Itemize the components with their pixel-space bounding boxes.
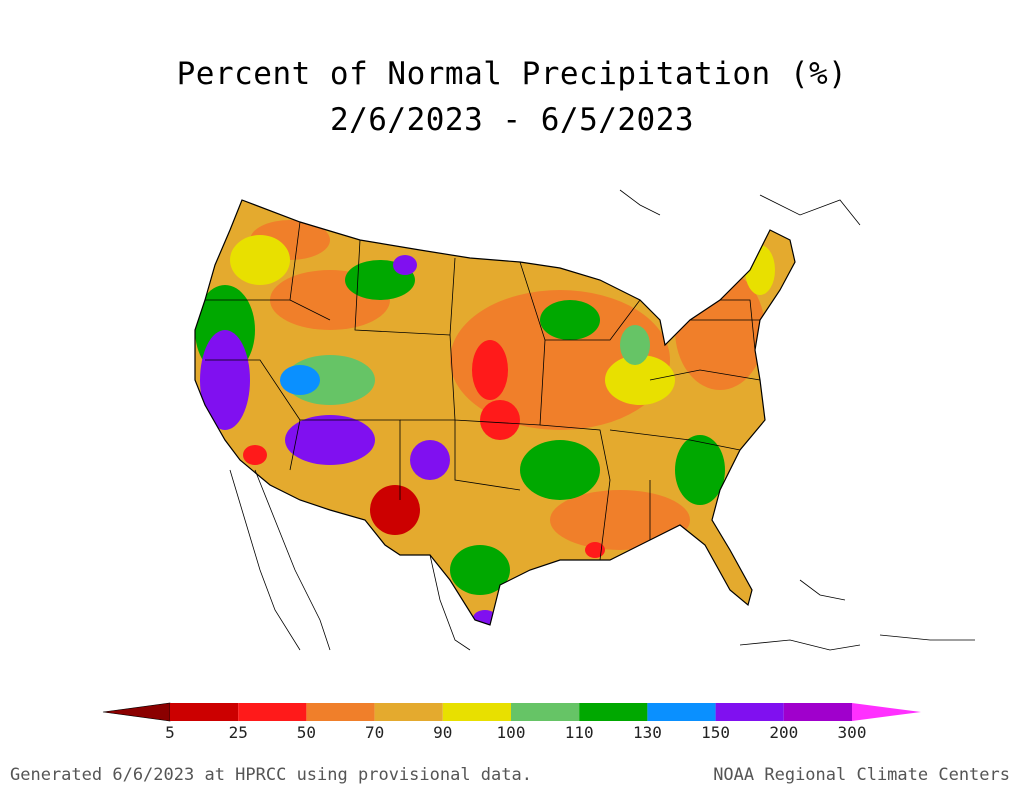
legend-swatch [647,703,716,721]
legend-arrow-low [102,702,171,722]
arizona-very-wet-region [285,415,375,465]
legend-arrow-high [852,703,921,721]
hispaniola-coastline [879,634,975,641]
new-england-border [720,299,756,351]
legend-tick-label: 50 [297,723,316,742]
louisiana-dry-region [585,542,605,558]
canada-coastline [619,189,661,216]
michigan-wet-region [620,325,650,365]
nevada-very-wet-region [280,365,320,395]
mexico-gulf-coastline [429,554,471,651]
maritimes-coastline [759,194,861,226]
tennessee-border [609,429,741,451]
legend-swatch [783,703,852,721]
bahamas-coastline [799,579,846,601]
wisconsin-wet-region [540,300,600,340]
texas-panhandle-border [400,419,521,491]
socal-dry-region [243,445,267,465]
map-title: Percent of Normal Precipitation (%) [176,56,848,92]
legend-swatch [306,703,375,721]
oklahoma-very-wet-region [410,440,450,480]
legend-swatch [170,703,239,721]
cuba-coastline [739,639,861,651]
legend-tick-label: 200 [769,723,798,742]
baja-coastline [229,469,301,651]
legend-swatch [715,703,784,721]
washington-normal-region [230,235,290,285]
neighbor-coastlines [229,189,975,651]
legend-tick-label: 130 [633,723,662,742]
carolinas-wet-region [675,435,725,505]
legend-tick-label: 100 [497,723,526,742]
legend-tick-label: 300 [838,723,867,742]
legend-swatch [579,703,648,721]
map-date-range: 2/6/2023 - 6/5/2023 [329,102,695,138]
great-lakes-border [545,299,641,341]
legend-swatch [374,703,443,721]
gulf-dry-region [550,490,690,550]
gulf-of-california-coastline [254,469,331,651]
generated-note: Generated 6/6/2023 at HPRCC using provis… [10,765,532,785]
legend-swatch [442,703,511,721]
california-nevada-border [205,359,301,471]
north-dakota-very-wet-region [393,255,417,275]
legend-tick-label: 70 [365,723,384,742]
montana-wyoming-border [354,239,456,336]
arkansas-wet-region [520,440,600,500]
ohio-normal-region [605,355,675,405]
kansas-very-dry-region [480,400,520,440]
legend-tick-label: 90 [433,723,452,742]
state-boundaries [205,221,761,561]
legend-tick-label: 150 [701,723,730,742]
legend-tick-label: 110 [565,723,594,742]
california-very-wet-region [200,330,250,430]
credit-text: NOAA Regional Climate Centers [713,765,1010,785]
mississippi-border [539,424,611,561]
west-texas-very-dry-region [370,485,420,535]
legend-swatch [238,703,307,721]
south-texas-wet-region [450,545,510,595]
legend-tick-label: 25 [229,723,248,742]
legend-swatch [511,703,580,721]
legend-tick-label: 5 [165,723,175,742]
nebraska-very-dry-region [472,340,508,400]
virginia-border [649,369,761,381]
